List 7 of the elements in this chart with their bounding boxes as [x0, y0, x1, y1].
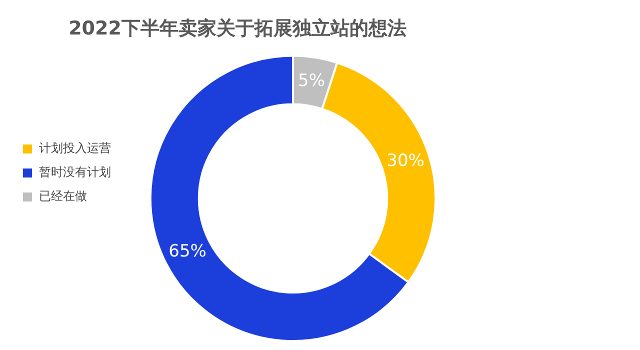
- legend-label: 已经在做: [39, 189, 87, 204]
- legend-label: 暂时没有计划: [39, 165, 111, 180]
- data-label: 5%: [298, 70, 326, 91]
- data-label: 65%: [168, 242, 206, 262]
- chart-title: 2022下半年卖家关于拓展独立站的想法: [68, 17, 406, 40]
- legend-label: 计划投入运营: [39, 141, 111, 156]
- data-label: 30%: [386, 151, 424, 172]
